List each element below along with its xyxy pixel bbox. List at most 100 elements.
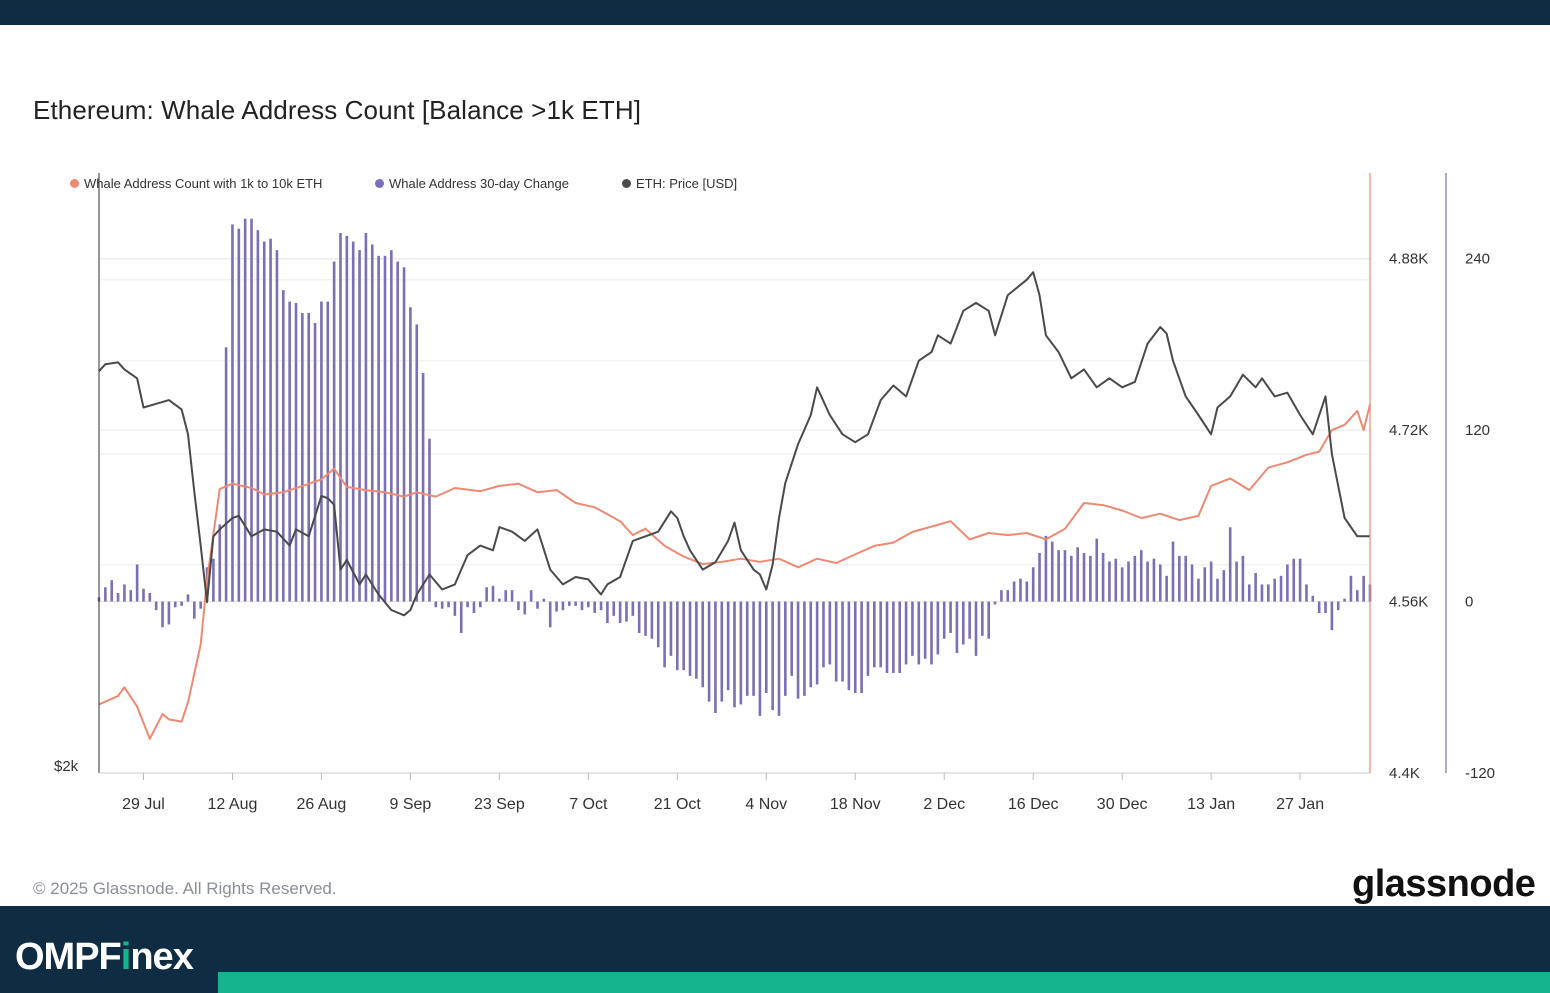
- change-bar: [479, 601, 482, 608]
- chart-title: Ethereum: Whale Address Count [Balance >…: [33, 95, 642, 125]
- change-bar: [1298, 558, 1302, 602]
- change-bar: [866, 601, 870, 676]
- change-bar: [1063, 550, 1067, 602]
- change-bar: [377, 255, 380, 602]
- legend-item-whale-change[interactable]: Whale Address 30-day Change: [375, 176, 569, 191]
- change-bar: [796, 601, 800, 699]
- change-bar: [1355, 590, 1359, 602]
- change-bar: [301, 313, 304, 602]
- change-bar: [1082, 553, 1086, 602]
- change-bar: [567, 601, 571, 606]
- change-bar: [669, 601, 673, 656]
- ompfinex-logo: OMPFinex: [15, 936, 194, 978]
- chart-area: 4.88K 4.72K 4.56K 4.4K 240 120 0 -120 $2k 29 Jul 1…: [54, 173, 1495, 813]
- change-bar: [358, 250, 361, 602]
- count-tick-label: 4.56K: [1389, 594, 1428, 611]
- change-bar: [142, 588, 145, 602]
- change-bar: [790, 601, 793, 676]
- change-bar: [682, 601, 685, 671]
- legend-dot-icon: [622, 179, 631, 188]
- change-bar: [618, 601, 622, 623]
- change-bar: [491, 585, 495, 602]
- change-bar: [1127, 561, 1130, 602]
- change-bar: [396, 261, 399, 602]
- change-bar: [771, 601, 774, 711]
- change-bar: [447, 601, 450, 608]
- x-tick-label: 21 Oct: [654, 796, 702, 813]
- change-bar: [510, 590, 514, 602]
- price-tick-label: $2k: [54, 758, 79, 775]
- change-bar: [923, 601, 927, 659]
- x-tick-label: 26 Aug: [297, 796, 347, 813]
- x-tick-label: 16 Dec: [1008, 796, 1059, 813]
- change-bar: [1190, 564, 1194, 602]
- change-bar: [1260, 584, 1264, 602]
- change-bar: [904, 601, 908, 665]
- change-bar: [459, 601, 463, 633]
- change-bar: [809, 601, 813, 688]
- whale-change-bars: [97, 218, 1372, 716]
- legend-label: ETH: Price [USD]: [636, 176, 738, 191]
- change-bar: [1158, 564, 1162, 602]
- change-bar: [879, 601, 882, 668]
- change-bar: [1343, 598, 1346, 602]
- change-bar: [504, 590, 508, 602]
- change-bar: [764, 601, 768, 693]
- change-bar: [294, 303, 298, 602]
- change-bar: [269, 238, 272, 602]
- change-bar: [110, 580, 114, 602]
- change-bar: [161, 601, 164, 628]
- change-bar: [339, 233, 342, 602]
- count-tick-label: 4.88K: [1389, 251, 1428, 268]
- x-tick-label: 29 Jul: [122, 796, 165, 813]
- change-bar: [1120, 567, 1124, 602]
- legend-dot-icon: [375, 179, 384, 188]
- change-bar: [625, 601, 628, 622]
- change-bar: [1235, 561, 1238, 602]
- change-bar: [116, 593, 120, 602]
- legend-item-eth-price[interactable]: ETH: Price [USD]: [622, 176, 737, 191]
- change-bar: [288, 301, 291, 602]
- change-bar: [1349, 575, 1353, 602]
- legend-item-whale-count[interactable]: Whale Address Count with 1k to 10k ETH: [70, 176, 322, 191]
- change-bar: [154, 601, 158, 611]
- change-bar: [695, 601, 698, 679]
- change-bar: [739, 601, 743, 705]
- change-bar: [123, 584, 126, 602]
- x-tick-label: 4 Nov: [745, 796, 787, 813]
- change-bar: [917, 601, 921, 665]
- change-bar: [974, 601, 978, 656]
- change-bar: [409, 307, 412, 602]
- change-bar: [1305, 584, 1308, 602]
- change-bar: [218, 524, 222, 602]
- change-bar: [199, 601, 202, 609]
- change-bar: [587, 601, 590, 608]
- change-bar: [1317, 601, 1321, 613]
- change-bar: [390, 250, 393, 602]
- change-bar: [167, 601, 171, 625]
- change-bar: [828, 601, 832, 665]
- change-bar: [1362, 575, 1365, 602]
- change-bar: [599, 601, 603, 611]
- change-bar: [148, 593, 152, 602]
- change-bar: [1095, 538, 1099, 602]
- change-bar: [853, 601, 857, 693]
- change-tick-label: 120: [1465, 422, 1490, 439]
- change-bar: [402, 267, 406, 602]
- change-bar: [370, 244, 374, 602]
- change-bar: [777, 601, 781, 716]
- change-bar: [930, 601, 933, 665]
- change-bar: [949, 601, 952, 633]
- change-bar: [1209, 561, 1213, 602]
- change-bar: [351, 241, 355, 602]
- change-bar: [1050, 541, 1054, 602]
- chart-card: 4.88K 4.72K 4.56K 4.4K 240 120 0 -120 $2k 29 Jul 1…: [0, 25, 1550, 906]
- change-bar: [1165, 575, 1168, 602]
- change-bar: [186, 594, 190, 602]
- change-bar: [231, 224, 234, 602]
- x-tick-label: 13 Jan: [1187, 796, 1235, 813]
- change-bar: [898, 601, 902, 673]
- change-bar: [453, 601, 457, 616]
- change-bar: [981, 601, 984, 636]
- change-bar: [1273, 578, 1276, 602]
